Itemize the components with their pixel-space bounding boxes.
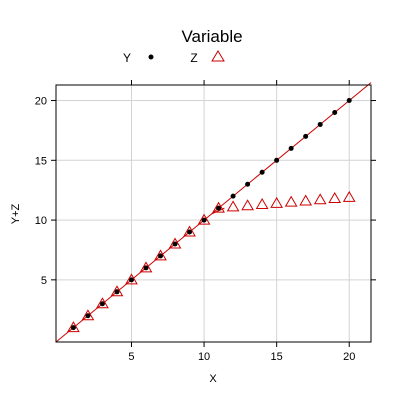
point-z: [241, 199, 254, 211]
point-y: [158, 253, 164, 259]
point-y: [201, 217, 207, 223]
y-tick-label: 5: [41, 275, 47, 287]
point-y: [317, 121, 323, 127]
point-y: [332, 109, 338, 115]
series-z: [67, 190, 356, 333]
point-z: [168, 237, 182, 249]
x-tick-label: 5: [128, 351, 134, 363]
point-z: [96, 297, 109, 309]
x-tick-label: 10: [198, 351, 210, 363]
legend-symbol-y: [148, 54, 154, 60]
point-y: [303, 133, 309, 139]
point-z: [342, 190, 356, 202]
x-axis: 5 10 15 20: [128, 80, 355, 363]
point-z: [154, 249, 167, 261]
point-z: [197, 213, 211, 225]
y-tick-label: 20: [35, 96, 47, 108]
point-z: [270, 196, 284, 208]
point-y: [85, 313, 91, 319]
point-z: [299, 194, 313, 206]
point-y: [143, 265, 149, 271]
point-z: [81, 309, 95, 321]
series-y: [70, 98, 352, 331]
x-tick-label: 15: [271, 351, 283, 363]
point-y: [274, 157, 280, 163]
point-y: [216, 205, 222, 211]
point-z: [255, 198, 269, 210]
plot-frame: [55, 84, 372, 343]
point-z: [313, 193, 327, 205]
point-z: [226, 200, 240, 212]
x-tick-label: 20: [343, 351, 355, 363]
point-y: [114, 289, 120, 295]
point-y: [245, 181, 251, 187]
legend: Variable Y Z: [123, 27, 243, 65]
point-y: [230, 193, 236, 199]
point-z: [110, 285, 124, 297]
legend-label-z: Z: [190, 51, 197, 65]
y-tick-label: 15: [35, 155, 47, 167]
point-y: [346, 98, 352, 104]
point-z: [139, 261, 153, 273]
x-axis-label: X: [209, 373, 217, 385]
point-y: [172, 241, 178, 247]
point-z: [328, 192, 342, 204]
point-y: [259, 169, 265, 175]
y-axis: 5 10 15 20: [35, 96, 376, 287]
point-z: [183, 225, 196, 237]
y-axis-label: Y+Z: [10, 203, 22, 224]
point-y: [99, 301, 105, 307]
point-z: [67, 321, 80, 333]
legend-label-y: Y: [123, 51, 131, 65]
legend-title: Variable: [181, 27, 242, 46]
point-y: [187, 229, 193, 235]
point-z: [212, 201, 225, 213]
point-y: [70, 325, 76, 331]
point-z: [125, 273, 138, 285]
y-tick-label: 10: [35, 215, 47, 227]
point-y: [128, 277, 134, 283]
point-y: [288, 145, 294, 151]
point-z: [284, 195, 298, 207]
legend-symbol-z: [211, 50, 225, 62]
grid: [56, 85, 371, 342]
